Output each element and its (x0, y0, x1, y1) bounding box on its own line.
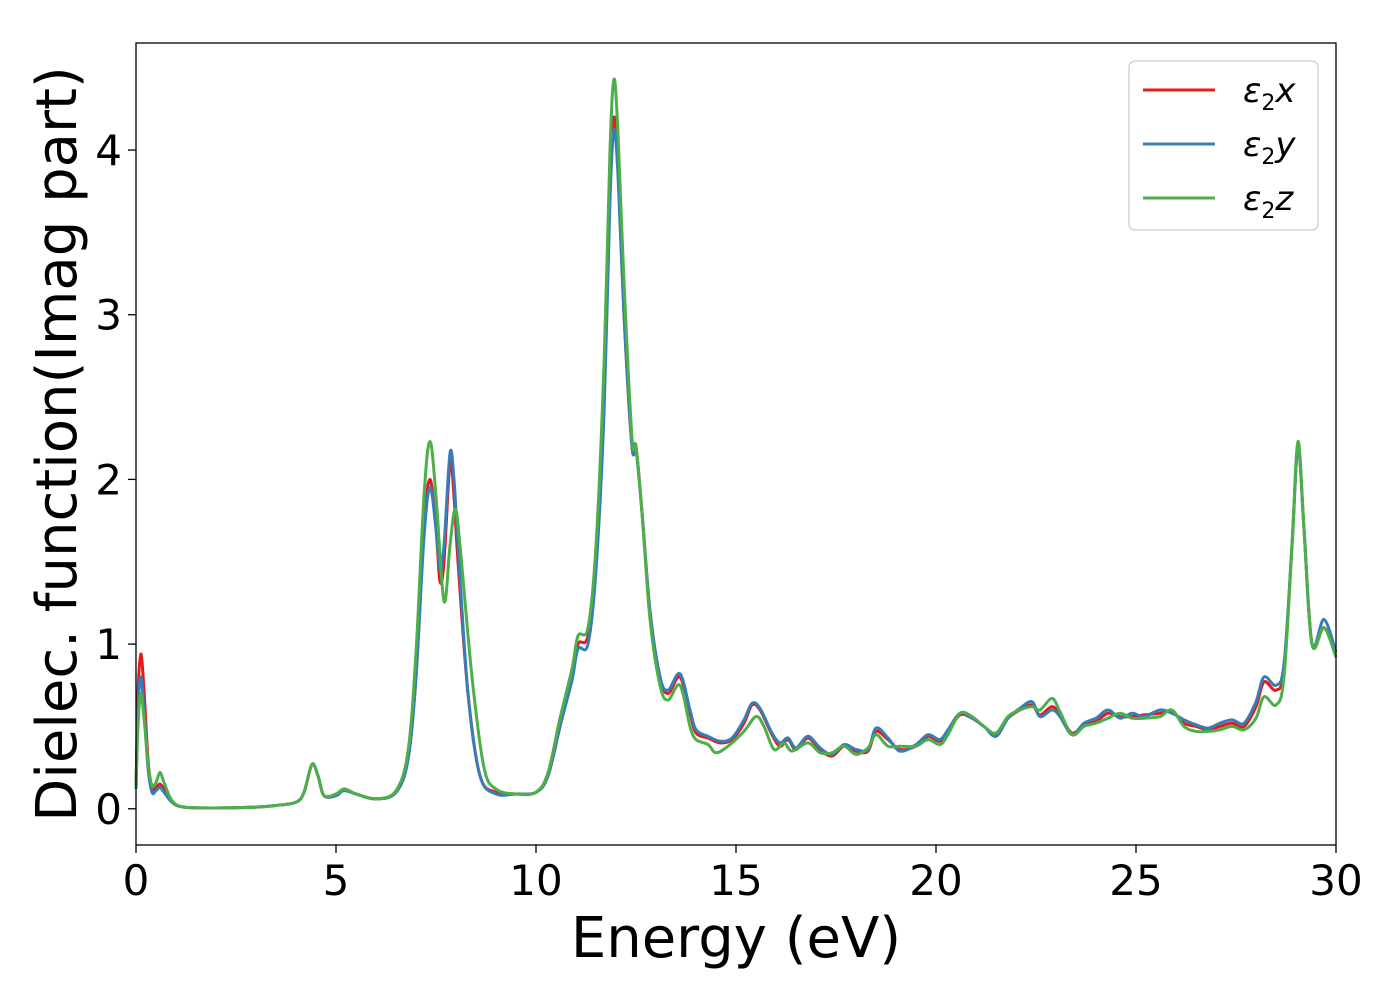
x-tick-label: 15 (709, 856, 762, 905)
series-line-y (134, 128, 1338, 810)
y-tick-label: 3 (95, 291, 122, 340)
y-tick-label: 2 (95, 455, 122, 504)
series-layer (134, 77, 1338, 810)
legend-label-x: ε2x (1243, 71, 1296, 116)
legend-label-z: ε2z (1243, 179, 1294, 224)
legend-subscript: 2 (1261, 145, 1275, 170)
legend-base: ε (1243, 179, 1261, 219)
x-tick-label: 5 (323, 856, 350, 905)
legend-subscript: 2 (1261, 199, 1275, 224)
legend-variable: x (1274, 71, 1296, 111)
plot-frame (135, 42, 1337, 846)
legend-label-y: ε2y (1243, 125, 1296, 170)
legend-variable: y (1274, 125, 1296, 165)
legend-base: ε (1243, 71, 1261, 111)
series-line-z (134, 77, 1338, 810)
x-tick-label: 20 (909, 856, 962, 905)
y-axis-label: Dielec. function(Imag part) (25, 66, 90, 822)
x-tick-label: 10 (509, 856, 562, 905)
axes-layer: 0 5 10 15 20 25 30 0 1 2 3 4 (95, 126, 1362, 905)
x-tick-label: 25 (1109, 856, 1162, 905)
y-tick-label: 0 (95, 785, 122, 834)
legend-base: ε (1243, 125, 1261, 165)
x-axis-label: Energy (eV) (571, 906, 901, 971)
y-tick-label: 4 (95, 126, 122, 175)
legend-variable: z (1274, 179, 1294, 219)
y-tick-label: 1 (95, 620, 122, 669)
legend-subscript: 2 (1261, 91, 1275, 116)
x-tick-label: 0 (123, 856, 150, 905)
x-tick-label: 30 (1309, 856, 1362, 905)
legend-box (1128, 60, 1319, 231)
